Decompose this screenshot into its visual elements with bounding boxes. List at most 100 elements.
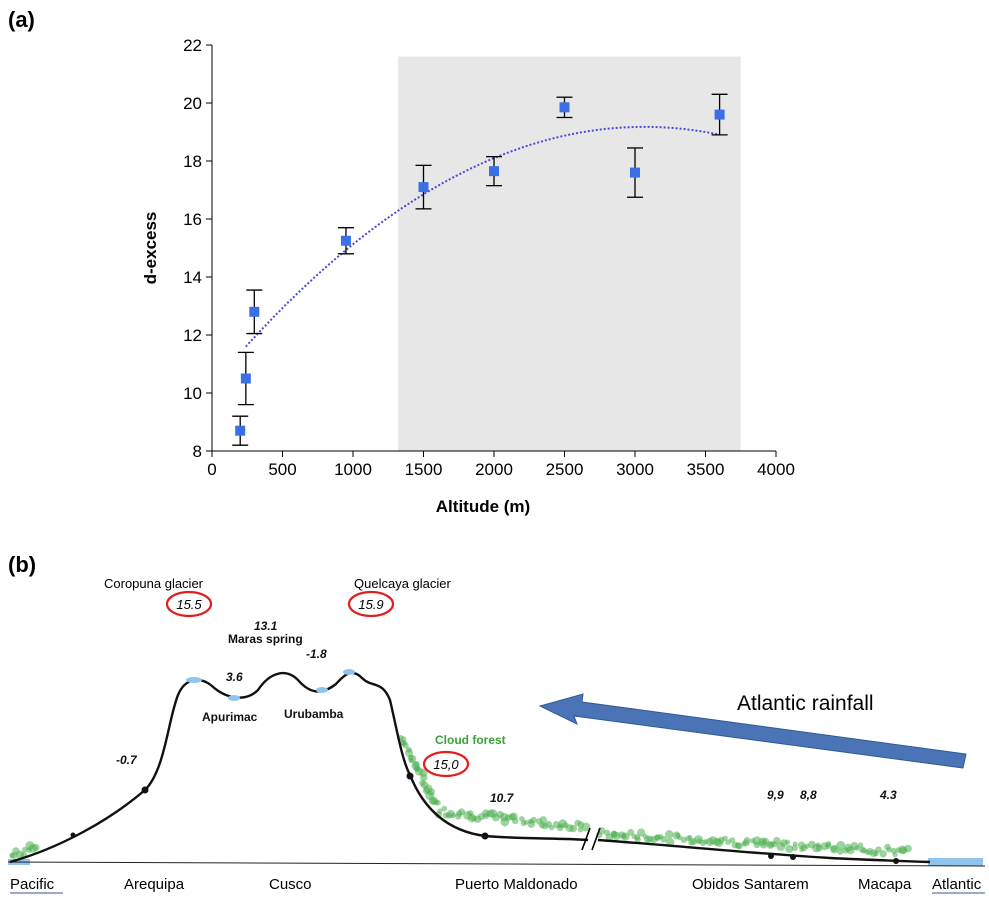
forest-dot: [879, 850, 887, 858]
y-tick-label: 8: [193, 442, 202, 461]
forest-dot: [825, 842, 832, 850]
sea-level-line: [7, 861, 986, 867]
forest-dot: [677, 835, 683, 841]
puerto-maldonado-dot: [481, 832, 489, 840]
forest-dot: [408, 754, 417, 763]
forest-dot: [904, 844, 912, 853]
santarem-value: 8,8: [800, 788, 817, 802]
forest-dot: [441, 805, 448, 812]
y-tick-label: 18: [183, 152, 202, 171]
data-point-marker: [418, 182, 429, 193]
urubamba-label: Urubamba: [284, 707, 344, 721]
panel-a-label: (a): [8, 7, 35, 32]
data-point-marker: [714, 109, 725, 120]
forest-dot: [637, 828, 646, 837]
arequipa-value: -0.7: [116, 753, 138, 767]
forest-dot: [875, 846, 882, 853]
forest-dot: [854, 845, 860, 851]
cloud-forest-dot: [406, 772, 414, 780]
forest-dot: [735, 842, 743, 850]
forest-dot: [32, 844, 40, 852]
forest-vegetation: [9, 735, 912, 859]
atlantic-water: [928, 858, 983, 866]
place-atlantic: Atlantic: [932, 876, 982, 893]
macapa-dot: [893, 858, 899, 864]
forest-dot: [458, 808, 466, 816]
y-tick-label: 14: [183, 268, 202, 287]
forest-dot: [634, 836, 641, 843]
forest-dot: [627, 828, 635, 836]
elevation-profile: Coropuna glacier 15.5 Quelcaya glacier 1…: [7, 576, 986, 894]
data-point-marker: [489, 166, 499, 177]
data-point-marker: [630, 167, 640, 178]
forest-dot: [450, 812, 456, 818]
forest-dot: [581, 822, 591, 832]
site-dot: [70, 832, 76, 838]
cloud-forest-value: 15,0: [433, 757, 459, 772]
obidos-value: 9,9: [767, 788, 784, 802]
coropuna-label: Coropuna glacier: [104, 576, 204, 591]
forest-dot: [722, 835, 728, 841]
y-axis-ticks: 8 10 12 14 16 18 20 22: [183, 36, 212, 461]
maras-value: 13.1: [254, 619, 278, 633]
x-tick-label: 3500: [687, 460, 725, 479]
y-tick-label: 10: [183, 384, 202, 403]
place-arequipa: Arequipa: [124, 876, 185, 893]
apurimac-value: 3.6: [226, 670, 243, 684]
forest-dot: [549, 825, 555, 831]
quelcaya-value: 15.9: [358, 597, 383, 612]
quelcaya-ice: [343, 669, 355, 675]
forest-dot: [427, 788, 435, 796]
x-tick-label: 4000: [757, 460, 795, 479]
forest-dot: [660, 836, 668, 843]
data-point-marker: [235, 425, 246, 436]
forest-dot: [539, 816, 547, 824]
data-point-marker: [249, 306, 260, 317]
forest-dot: [753, 841, 761, 849]
forest-dot: [687, 835, 693, 840]
forest-dot: [729, 837, 736, 843]
cloud-forest-label: Cloud forest: [435, 733, 506, 747]
forest-dot: [420, 774, 428, 782]
forest-dot: [837, 848, 844, 855]
x-tick-label: 1000: [334, 460, 372, 479]
cloud-forest-circle: [422, 750, 470, 778]
y-tick-label: 16: [183, 210, 202, 229]
coropuna-ice: [186, 677, 202, 683]
forest-dot: [773, 836, 781, 845]
puerto-maldonado-value: 10.7: [490, 791, 515, 805]
y-tick-label: 22: [183, 36, 202, 55]
data-point-marker: [240, 373, 251, 384]
forest-dot: [836, 840, 846, 850]
d-excess-chart: 8 10 12 14 16 18 20 22 0 500 1000 1500 2000 2500 3000…: [141, 36, 795, 516]
forest-dot: [892, 851, 898, 858]
obidos-dot: [768, 853, 774, 859]
arequipa-dot: [141, 786, 149, 794]
maras-label: Maras spring: [228, 632, 303, 646]
x-tick-label: 500: [268, 460, 296, 479]
andes-profile-line: [9, 671, 589, 864]
forest-dot: [791, 844, 798, 852]
y-axis-title: d-excess: [141, 212, 160, 285]
break-mark-right: [591, 827, 601, 851]
place-cusco: Cusco: [269, 876, 312, 893]
x-tick-label: 2500: [546, 460, 584, 479]
forest-dot: [519, 816, 525, 822]
x-tick-label: 1500: [405, 460, 443, 479]
x-axis-ticks: 0 500 1000 1500 2000 2500 3000 3500 4000: [207, 451, 795, 479]
forest-dot: [569, 824, 577, 833]
y-tick-label: 20: [183, 94, 202, 113]
x-tick-label: 2000: [475, 460, 513, 479]
forest-dot: [784, 839, 791, 845]
forest-dot: [743, 837, 751, 844]
apurimac-label: Apurimac: [202, 710, 258, 724]
y-tick-label: 12: [183, 326, 202, 345]
forest-dot: [511, 817, 519, 825]
place-puerto-maldonado: Puerto Maldonado: [455, 876, 578, 893]
quelcaya-label: Quelcaya glacier: [354, 576, 451, 591]
urubamba-river: [316, 687, 328, 693]
data-point-marker: [340, 235, 351, 246]
forest-dot: [665, 830, 674, 839]
forest-dot: [886, 846, 892, 853]
